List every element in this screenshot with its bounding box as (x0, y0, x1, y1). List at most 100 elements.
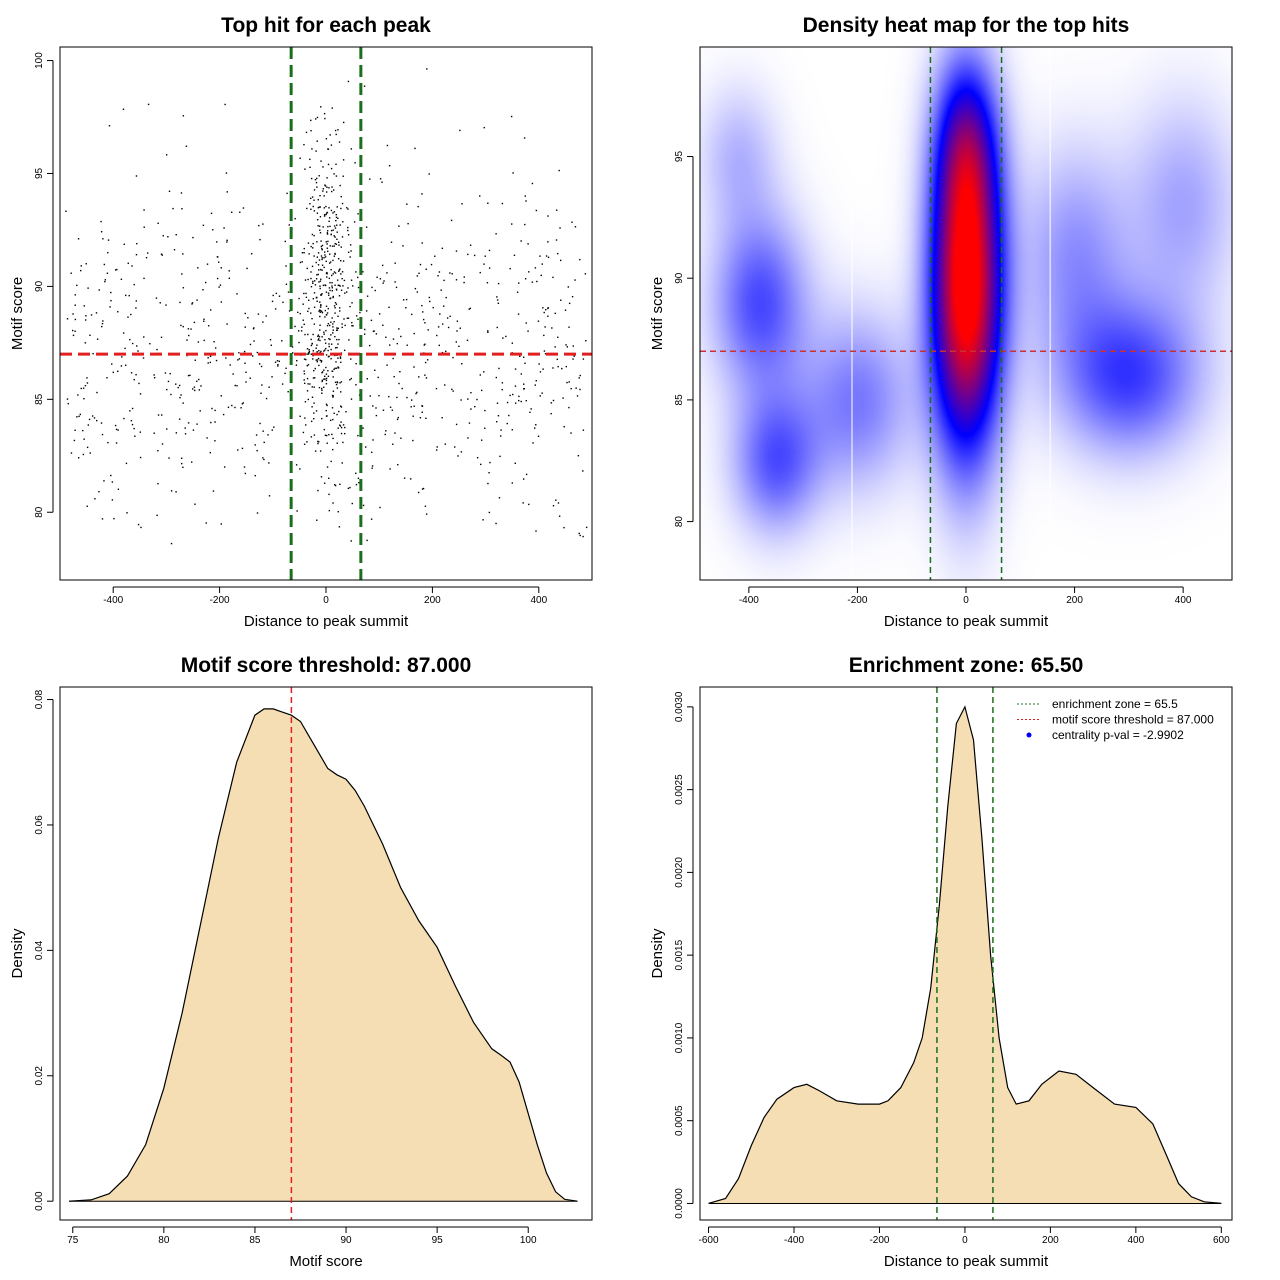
data-point (336, 338, 338, 341)
data-point (334, 312, 336, 314)
data-point (203, 320, 205, 322)
data-point (535, 209, 538, 212)
x-tick-label: 0 (963, 595, 969, 606)
data-point (340, 406, 343, 408)
data-point (325, 191, 328, 193)
data-point (306, 441, 308, 443)
data-point (236, 385, 238, 387)
data-point (457, 455, 459, 457)
data-point (375, 407, 377, 409)
data-point (337, 241, 340, 244)
data-point (328, 324, 331, 327)
data-point (306, 364, 308, 367)
data-point (579, 374, 581, 377)
data-point (258, 363, 261, 365)
data-point (182, 253, 184, 255)
data-point (287, 291, 290, 293)
data-point (316, 344, 318, 346)
data-point (400, 335, 402, 338)
chart-title: Top hit for each peak (221, 14, 431, 37)
data-point (455, 341, 458, 343)
data-point (286, 192, 288, 195)
data-point (520, 400, 522, 403)
data-point (101, 325, 103, 328)
data-point (330, 460, 332, 463)
data-point (212, 229, 214, 231)
data-point (313, 386, 315, 388)
data-point (533, 427, 536, 429)
data-point (328, 477, 330, 479)
data-point (313, 292, 316, 294)
data-point (453, 446, 456, 448)
data-point (372, 439, 374, 441)
data-point (157, 482, 159, 485)
data-point (321, 379, 324, 382)
data-point (117, 370, 119, 373)
data-point (112, 371, 114, 374)
data-point (159, 302, 161, 304)
data-point (335, 361, 337, 363)
data-point (311, 396, 314, 398)
data-point (86, 382, 89, 384)
data-point (228, 277, 231, 280)
data-point (350, 358, 352, 360)
data-point (197, 267, 199, 269)
data-point (336, 206, 338, 208)
data-point (321, 244, 324, 247)
data-point (135, 300, 137, 302)
data-point (357, 276, 359, 279)
data-point (343, 432, 346, 435)
data-point (318, 336, 321, 338)
data-point (321, 257, 323, 259)
data-point (576, 395, 579, 397)
data-point (182, 287, 185, 289)
y-tick-label: 0.04 (34, 940, 45, 960)
data-point (301, 326, 303, 328)
data-point (407, 222, 409, 225)
data-point (244, 312, 246, 315)
data-point (381, 264, 384, 267)
data-point (543, 334, 545, 337)
data-point (114, 424, 117, 427)
data-point (312, 247, 314, 249)
data-point (451, 273, 453, 275)
data-point (528, 503, 530, 506)
data-point (362, 504, 365, 507)
data-point (311, 196, 314, 198)
data-point (382, 409, 385, 411)
data-point (538, 363, 540, 365)
density-plot (69, 687, 578, 1220)
data-point (108, 125, 111, 127)
data-point (483, 263, 485, 265)
data-point (479, 271, 481, 274)
data-point (571, 295, 574, 298)
data-point (72, 313, 74, 315)
data-point (124, 364, 127, 367)
data-point (117, 429, 119, 431)
data-point (321, 249, 323, 251)
data-point (214, 421, 216, 423)
data-point (331, 448, 334, 451)
data-point (328, 343, 330, 345)
data-point (518, 395, 520, 398)
data-point (428, 173, 430, 175)
y-tick-label: 100 (34, 52, 45, 69)
data-point (254, 444, 256, 446)
data-point (585, 340, 587, 342)
data-point (115, 442, 118, 444)
data-point (495, 233, 497, 235)
data-point (302, 319, 304, 321)
data-point (413, 405, 415, 407)
data-point (312, 282, 314, 284)
data-point (331, 287, 333, 289)
data-point (574, 279, 576, 281)
data-point (214, 409, 216, 412)
data-point (310, 353, 312, 355)
data-point (318, 386, 321, 389)
data-point (325, 347, 327, 350)
data-point (304, 168, 306, 170)
data-point (343, 279, 346, 282)
data-point (396, 418, 399, 421)
data-point (302, 431, 305, 434)
data-point (328, 509, 331, 512)
